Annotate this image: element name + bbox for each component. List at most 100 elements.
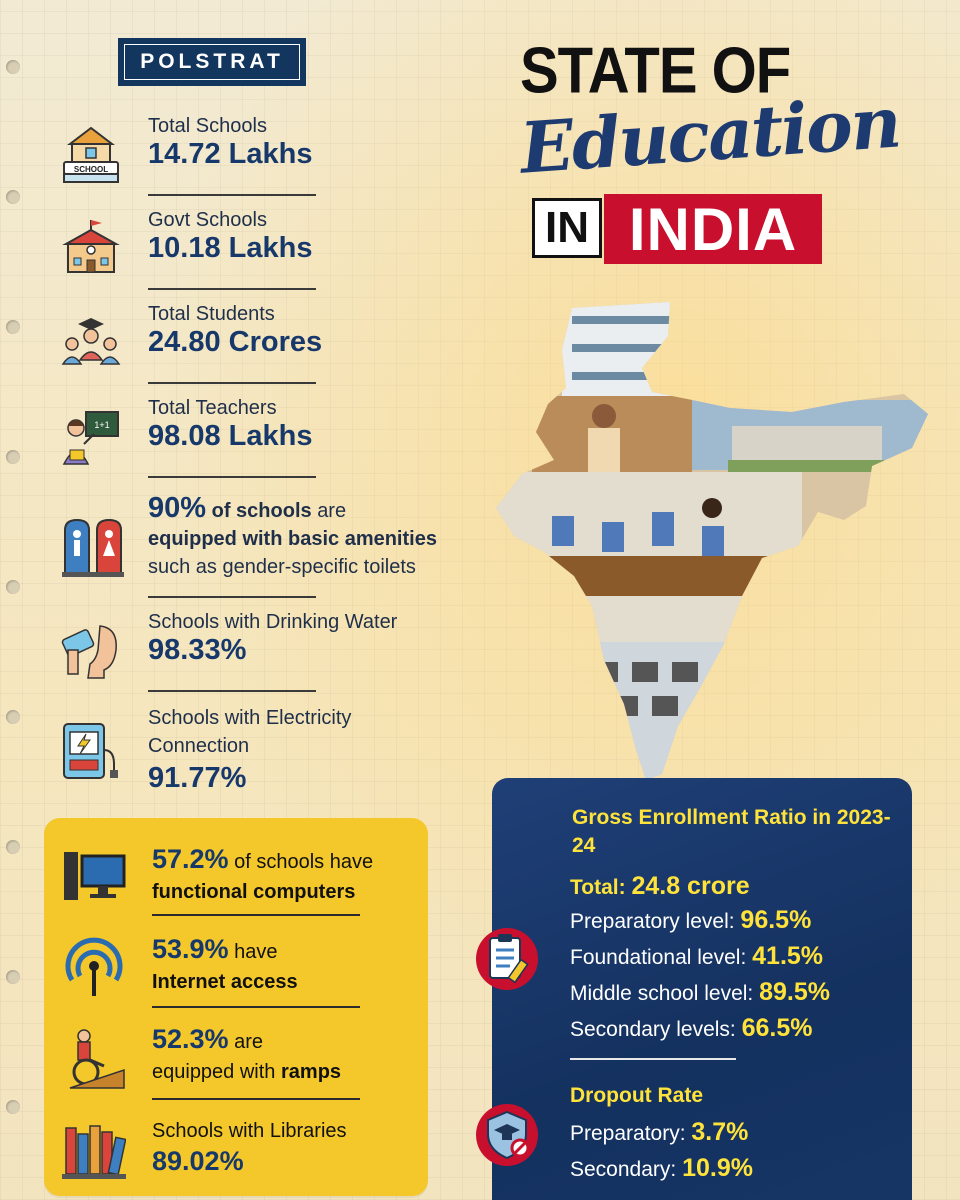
ger-level-row: Middle school level: 89.5% xyxy=(570,978,830,1007)
ger-title: Gross Enrollment Ratio in 2023-24 xyxy=(572,806,891,857)
divider xyxy=(148,288,316,290)
ger-level-value: 89.5% xyxy=(759,978,830,1006)
ramps-desc2: equipped with xyxy=(152,1061,276,1083)
ger-level-value: 41.5% xyxy=(752,942,824,970)
internet-value: 53.9% xyxy=(152,934,229,964)
electricity-icon xyxy=(63,723,118,779)
dropout-value: 10.9% xyxy=(682,1154,753,1182)
ramps-text: 52.3% are equipped with ramps xyxy=(152,1024,422,1087)
stat-value: 98.33% xyxy=(148,634,247,666)
amenities-percent: 90% xyxy=(148,492,207,524)
stat-label: Total Teachers xyxy=(148,397,277,419)
infrastructure-card: 57.2% of schools have functional compute… xyxy=(44,818,428,1196)
internet-desc: have xyxy=(234,941,278,963)
libraries-value: 89.02% xyxy=(152,1146,244,1176)
stat-label-1: Schools with Electricity xyxy=(148,707,352,729)
stat-label: Schools with Drinking Water xyxy=(148,611,398,633)
stat-value: 91.77% xyxy=(148,762,247,794)
computers-row: 57.2% of schools have functional compute… xyxy=(44,842,428,922)
dropout-row: Preparatory: 3.7% xyxy=(570,1118,748,1147)
ramps-value: 52.3% xyxy=(152,1024,229,1054)
ger-total-label: Total: xyxy=(570,876,626,899)
internet-text: 53.9% have Internet access xyxy=(152,934,422,997)
ger-level-label: Foundational level: xyxy=(570,946,747,969)
stat-total-students: Total Students 24.80 Crores xyxy=(60,302,480,392)
internet-row: 53.9% have Internet access xyxy=(44,932,428,1012)
ger-level-row: Secondary levels: 66.5% xyxy=(570,1014,813,1043)
amenities-text1: are xyxy=(317,500,347,522)
ger-level-label: Preparatory level: xyxy=(570,910,735,933)
wheelchair-icon xyxy=(69,1029,125,1089)
libraries-row: Schools with Libraries 89.02% xyxy=(44,1114,428,1194)
dropout-label: Preparatory: xyxy=(570,1122,686,1145)
ger-level-label: Middle school level: xyxy=(570,982,754,1005)
dropout-row: Secondary: 10.9% xyxy=(570,1154,753,1183)
dropout-label: Secondary: xyxy=(570,1158,677,1181)
ger-level-value: 66.5% xyxy=(741,1014,813,1042)
logo-text: POLSTRAT xyxy=(124,44,300,80)
stat-label: Total Students xyxy=(148,303,275,325)
divider xyxy=(152,914,360,916)
ramps-desc: are xyxy=(234,1031,264,1053)
ger-level-row: Foundational level: 41.5% xyxy=(570,942,823,971)
divider xyxy=(152,1006,360,1008)
divider xyxy=(148,194,316,196)
svg-text:SCHOOL: SCHOOL xyxy=(74,165,108,174)
students-icon xyxy=(61,318,121,365)
computers-bold: functional computers xyxy=(152,881,356,903)
stat-govt-schools: Govt Schools 10.18 Lakhs xyxy=(60,208,480,298)
amenities-bold2: equipped with basic amenities xyxy=(148,528,437,550)
computers-value: 57.2% xyxy=(152,844,229,874)
shield-graduation-icon xyxy=(476,1104,538,1166)
computer-icon xyxy=(64,852,126,900)
divider xyxy=(148,382,316,384)
drinking-water-icon xyxy=(61,625,117,679)
books-icon xyxy=(62,1125,126,1179)
paper-holes xyxy=(0,0,30,1200)
divider xyxy=(148,690,316,692)
ramps-bold: ramps xyxy=(281,1061,342,1083)
amenities-text2: such as gender-specific toilets xyxy=(148,556,416,578)
ger-level-label: Secondary levels: xyxy=(570,1018,736,1041)
libraries-text: Schools with Libraries 89.02% xyxy=(152,1116,422,1179)
stat-value: 10.18 Lakhs xyxy=(148,232,313,264)
divider xyxy=(148,476,316,478)
title-india: INDIA xyxy=(604,194,822,264)
ger-total: Total: 24.8 crore xyxy=(570,872,750,901)
dropout-title: Dropout Rate xyxy=(570,1084,703,1107)
libraries-label: Schools with Libraries xyxy=(152,1120,347,1142)
stat-label: Govt Schools xyxy=(148,209,267,231)
computers-desc: of schools have xyxy=(234,851,374,873)
computers-text: 57.2% of schools have functional compute… xyxy=(152,844,422,907)
stat-value: 14.72 Lakhs xyxy=(148,138,313,170)
toilet-icon xyxy=(62,518,124,577)
stat-label: Total Schools xyxy=(148,115,267,137)
divider xyxy=(570,1058,736,1060)
dropout-value: 3.7% xyxy=(691,1118,749,1146)
ger-total-value: 24.8 crore xyxy=(631,872,750,900)
stat-electricity: Schools with Electricity Connection 91.7… xyxy=(60,706,480,802)
amenities-text: 90% of schools are equipped with basic a… xyxy=(148,494,478,581)
polstrat-logo: POLSTRAT xyxy=(118,38,306,86)
school-icon: SCHOOL xyxy=(63,126,119,183)
stat-label-2: Connection xyxy=(148,735,250,757)
govt-school-icon xyxy=(62,220,120,273)
teacher-icon: 1+1 xyxy=(62,411,119,465)
wifi-icon xyxy=(65,937,123,996)
svg-text:1+1: 1+1 xyxy=(94,420,109,430)
stat-drinking-water: Schools with Drinking Water 98.33% xyxy=(60,610,480,700)
stat-value: 98.08 Lakhs xyxy=(148,420,313,452)
title-in: IN xyxy=(532,198,602,258)
ger-level-value: 96.5% xyxy=(740,906,812,934)
amenities-bold1: of schools xyxy=(211,500,312,522)
ramps-row: 52.3% are equipped with ramps xyxy=(44,1022,428,1102)
divider xyxy=(148,596,316,598)
divider xyxy=(152,1098,360,1100)
title-line1: STATE OF xyxy=(520,34,791,107)
stat-total-schools: SCHOOL Total Schools 14.72 Lakhs xyxy=(60,114,480,204)
ger-level-row: Preparatory level: 96.5% xyxy=(570,906,811,935)
enrollment-card: Gross Enrollment Ratio in 2023-24 Total:… xyxy=(492,778,912,1200)
stat-total-teachers: 1+1 Total Teachers 98.08 Lakhs xyxy=(60,396,480,486)
checklist-icon xyxy=(476,928,538,990)
internet-bold: Internet access xyxy=(152,971,298,993)
